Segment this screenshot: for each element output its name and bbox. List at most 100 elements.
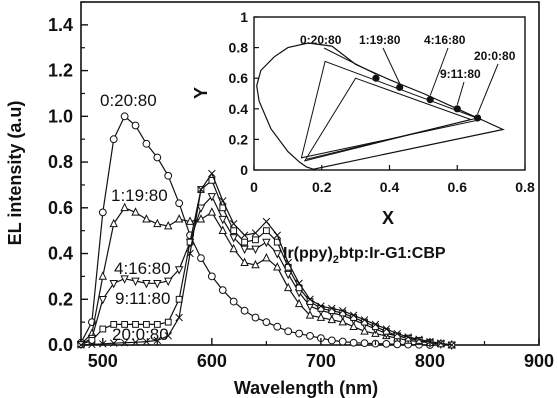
data-point-marker [98, 271, 108, 280]
data-point-marker [142, 139, 151, 148]
data-point-marker [143, 321, 150, 328]
data-point-marker [229, 297, 238, 306]
inset-point-label: 4:16:80 [424, 33, 466, 47]
x-tick-label: 700 [306, 351, 336, 371]
data-point-marker [164, 332, 172, 340]
data-point-marker [262, 252, 271, 262]
data-point-marker [349, 311, 358, 320]
x-tick-label: 800 [415, 351, 445, 371]
data-point-marker [328, 304, 336, 313]
data-point-marker [131, 277, 140, 287]
data-point-marker [153, 279, 162, 289]
data-point-marker [99, 325, 107, 333]
y-tick-label: 0.8 [48, 152, 73, 172]
series-label: 1:19:80 [111, 186, 168, 205]
inset-y-tick-label: 0.6 [229, 70, 249, 86]
data-point-marker [110, 321, 118, 328]
inset-y-tick-label: 0.2 [229, 131, 249, 147]
data-point-marker [186, 238, 194, 246]
data-point-marker [164, 171, 173, 180]
data-point-marker [88, 340, 96, 349]
data-point-marker [109, 135, 118, 144]
data-point-marker [273, 231, 282, 239]
inset-point-label: 1:19:80 [359, 33, 401, 47]
data-point-marker [153, 153, 162, 162]
data-point-marker [207, 272, 216, 281]
data-point-marker [251, 245, 260, 255]
data-point-marker [132, 321, 139, 328]
data-point-marker [437, 339, 445, 347]
data-point-marker [338, 306, 347, 315]
data-point-marker [371, 320, 380, 329]
data-point-marker [283, 270, 293, 280]
series-label: 20:0:80 [112, 325, 169, 344]
data-point-marker [349, 321, 358, 331]
inset-x-tick-label: 0.8 [515, 179, 535, 195]
data-point-marker [382, 325, 391, 333]
data-point-marker [382, 339, 391, 348]
inset-point-label: 20:0:80 [474, 49, 516, 63]
data-point-marker [273, 262, 282, 271]
inset-y-tick-label: 0.4 [229, 101, 249, 117]
data-point-marker [142, 279, 151, 289]
inset-background [254, 17, 525, 170]
data-point-marker [175, 295, 183, 303]
series-label: 9:11:80 [115, 289, 170, 308]
data-point-marker [306, 331, 314, 340]
data-point-marker [174, 214, 184, 223]
data-point-marker [262, 238, 271, 248]
data-point-marker [317, 302, 325, 310]
cie-point [473, 114, 482, 122]
data-point-marker [229, 234, 238, 243]
data-point-marker [306, 295, 314, 304]
data-point-marker [448, 341, 456, 349]
main-series-group [76, 112, 456, 351]
main-ticks-group: 500 600 700 800 900 0.0 0.2 0.4 0.6 0.8 1.0 1.2 1.4 [48, 1, 554, 371]
inset-x-tick-label: 0.2 [312, 179, 332, 195]
data-point-marker [251, 313, 260, 322]
data-point-marker [131, 207, 140, 216]
data-point-marker [186, 249, 194, 258]
data-point-marker [207, 207, 217, 216]
data-point-marker [305, 310, 315, 319]
data-point-marker [88, 337, 96, 344]
data-point-marker [360, 326, 369, 335]
series-label: 0:20:80 [100, 91, 157, 110]
data-point-marker [327, 314, 337, 324]
data-point-marker [393, 340, 402, 349]
data-point-marker [131, 121, 140, 130]
x-axis-title: Wavelength (nm) [234, 378, 378, 398]
data-point-marker [295, 329, 303, 338]
data-point-marker [284, 258, 292, 267]
y-tick-label: 1.0 [48, 106, 73, 126]
data-point-marker [327, 336, 336, 345]
inset-y-tick-label: 0 [240, 162, 248, 178]
data-point-marker [360, 339, 369, 348]
data-point-marker [262, 217, 271, 226]
data-point-marker [360, 316, 369, 324]
sample-annotation-sub: 2 [333, 254, 339, 266]
data-point-marker [240, 306, 249, 315]
inset-x-tick-label: 0.6 [448, 179, 468, 195]
data-point-marker [218, 225, 227, 234]
data-point-marker [229, 243, 238, 253]
data-point-marker [262, 227, 270, 235]
main-series-labels-group: 0:20:80 1:19:80 4:16:80 9:11:80 20:0:80 [100, 91, 171, 344]
series-20-0-80 [77, 169, 456, 349]
data-point-marker [283, 282, 293, 292]
data-point-marker [284, 327, 293, 336]
data-point-marker [109, 339, 118, 347]
inset-ticks-group: 0 0.2 0.4 0.6 0.8 0 0.2 0.4 0.6 0.8 1 [229, 9, 535, 195]
y-tick-label: 1.4 [48, 15, 73, 35]
y-axis-title: EL intensity (a.u) [5, 101, 25, 246]
data-point-marker [175, 313, 183, 322]
cie-point [396, 83, 404, 91]
data-point-marker [164, 220, 173, 230]
data-point-marker [120, 112, 129, 121]
data-point-marker [393, 329, 401, 338]
y-tick-label: 0.4 [48, 244, 73, 264]
data-point-marker [120, 338, 129, 347]
data-point-marker [153, 218, 162, 228]
inset-chart: 0 0.2 0.4 0.6 0.8 0 0.2 0.4 0.6 0.8 1 0:20:80 1:19:… [191, 9, 535, 228]
